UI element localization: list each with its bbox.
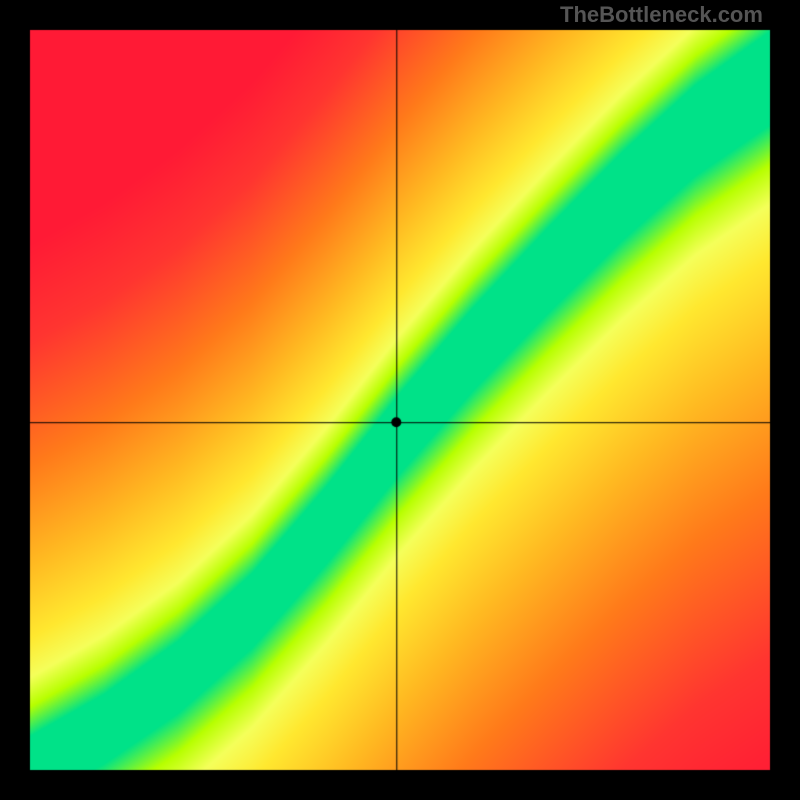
heatmap-canvas — [0, 0, 800, 800]
watermark-text: TheBottleneck.com — [560, 2, 763, 28]
chart-container: TheBottleneck.com — [0, 0, 800, 800]
